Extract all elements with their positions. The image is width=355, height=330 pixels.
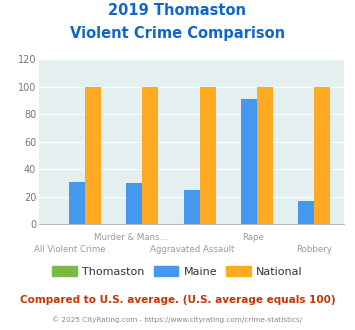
Bar — [184, 190, 200, 224]
Text: Robbery: Robbery — [296, 245, 332, 254]
Legend: Thomaston, Maine, National: Thomaston, Maine, National — [48, 261, 307, 281]
Text: Aggravated Assault: Aggravated Assault — [149, 245, 234, 254]
Bar — [126, 183, 142, 224]
Text: Rape: Rape — [242, 233, 264, 242]
Bar — [315, 87, 331, 224]
Text: © 2025 CityRating.com - https://www.cityrating.com/crime-statistics/: © 2025 CityRating.com - https://www.city… — [53, 317, 302, 323]
Bar — [142, 87, 158, 224]
Text: Murder & Mans...: Murder & Mans... — [94, 233, 168, 242]
Text: All Violent Crime: All Violent Crime — [34, 245, 105, 254]
Bar — [257, 87, 273, 224]
Bar — [241, 99, 257, 224]
Text: Violent Crime Comparison: Violent Crime Comparison — [70, 26, 285, 41]
Text: Compared to U.S. average. (U.S. average equals 100): Compared to U.S. average. (U.S. average … — [20, 295, 335, 305]
Bar — [69, 182, 85, 224]
Bar — [200, 87, 216, 224]
Bar — [298, 201, 315, 224]
Text: 2019 Thomaston: 2019 Thomaston — [109, 3, 246, 18]
Bar — [85, 87, 101, 224]
